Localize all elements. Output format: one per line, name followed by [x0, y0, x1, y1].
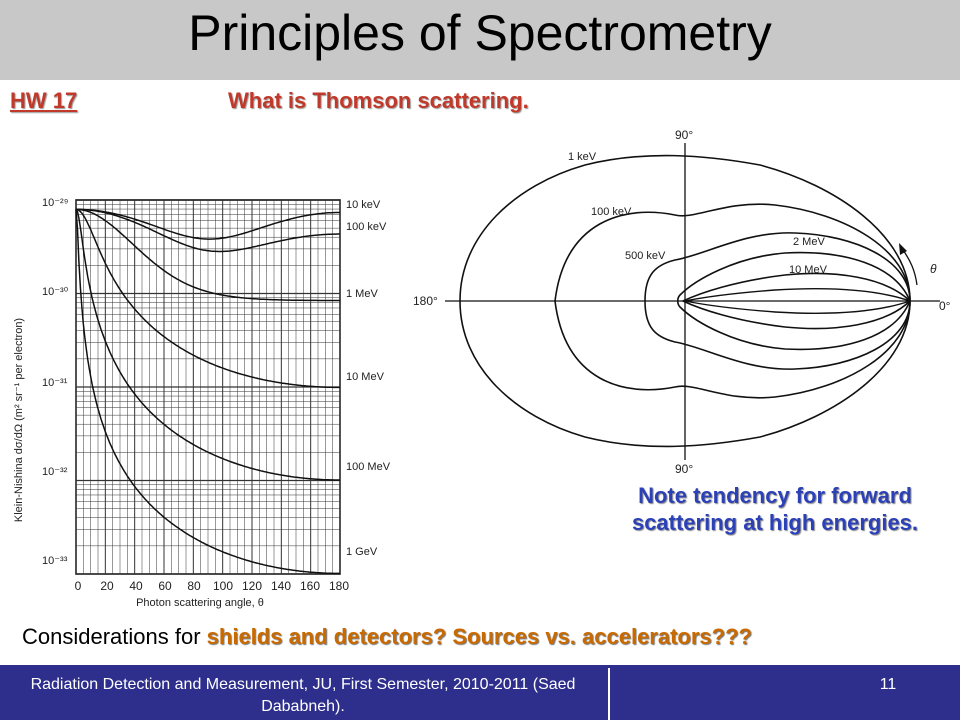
- polar-label-theta: θ: [930, 262, 937, 276]
- theta-arrow-head: [899, 243, 907, 255]
- kn-label-10kev: 10 keV: [346, 199, 381, 211]
- kn-xtick-40: 40: [129, 579, 143, 593]
- kn-grid: [75, 200, 341, 575]
- forward-scattering-note: Note tendency for forward scattering at …: [631, 483, 919, 535]
- kn-xtick-180: 180: [329, 579, 349, 593]
- polar-curve-500kev: [644, 232, 911, 370]
- title-bar: [0, 0, 960, 80]
- kn-label-1gev: 1 GeV: [346, 546, 378, 558]
- kn-label-100kev: 100 keV: [346, 221, 387, 233]
- considerations-highlight: shields and detectors? Sources vs. accel…: [206, 624, 752, 649]
- kn-curve-10mev: [75, 208, 340, 389]
- kn-ytick-4: 10⁻³²: [42, 466, 68, 478]
- kn-ytick-5: 10⁻³³: [42, 555, 68, 567]
- slide-title: Principles of Spectrometry: [188, 5, 772, 61]
- considerations-line: Considerations for shields and detectors…: [22, 624, 752, 650]
- kn-curve-100kev: [76, 208, 340, 253]
- polar-curve-2mev: [676, 251, 911, 351]
- kn-xlabel: Photon scattering angle, θ: [136, 597, 264, 609]
- kn-xtick-160: 160: [300, 579, 320, 593]
- polar-curve-100kev: [554, 203, 911, 399]
- kn-ytick-2: 10⁻³⁰: [42, 286, 69, 298]
- kn-label-10mev: 10 MeV: [346, 371, 385, 383]
- kn-curve-10kev: [76, 208, 340, 240]
- kn-ytick-3: 10⁻³¹: [42, 377, 68, 389]
- kn-ytick-1: 10⁻²⁹: [42, 197, 68, 209]
- polar-label-180: 180°: [413, 294, 438, 308]
- kn-xtick-80: 80: [187, 579, 201, 593]
- kn-xtick-0: 0: [75, 579, 82, 593]
- polar-label-90-bottom: 90°: [675, 462, 693, 476]
- kn-curve-1mev: [76, 208, 340, 302]
- polar-label-1kev: 1 keV: [568, 151, 597, 163]
- page-number: 11: [879, 676, 897, 693]
- kn-curve-100mev: [75, 208, 340, 481]
- polar-label-100kev: 100 keV: [591, 206, 632, 218]
- hw-question: What is Thomson scattering.: [228, 88, 529, 113]
- footer-divider: [608, 668, 610, 720]
- kn-curve-1gev: [75, 209, 340, 575]
- polar-label-90-top: 90°: [675, 128, 693, 142]
- hw-label: HW 17: [10, 88, 78, 113]
- kn-curves: [75, 208, 340, 575]
- footer-bar: [0, 665, 960, 720]
- polar-curve-inner: [684, 288, 913, 314]
- footer-text: Radiation Detection and Measurement, JU,…: [30, 676, 576, 715]
- kn-xtick-120: 120: [242, 579, 262, 593]
- theta-arrow: [902, 249, 918, 286]
- kn-xtick-140: 140: [271, 579, 291, 593]
- kn-xtick-100: 100: [213, 579, 233, 593]
- considerations-prefix: Considerations for: [22, 624, 207, 649]
- polar-label-0: 0°: [939, 299, 951, 313]
- polar-scattering-figure: 90° 180° 0° 90° θ 1 keV 100 keV 500 keV …: [413, 128, 951, 476]
- kn-xtick-60: 60: [158, 579, 172, 593]
- klein-nishina-figure: Klein-Nishina dσ/dΩ (m² sr⁻¹ per electro…: [13, 197, 391, 609]
- polar-curve-1kev: [459, 154, 911, 448]
- kn-xtick-20: 20: [100, 579, 114, 593]
- polar-label-10mev: 10 MeV: [789, 264, 828, 276]
- kn-label-1mev: 1 MeV: [346, 288, 378, 300]
- kn-ylabel: Klein-Nishina dσ/dΩ (m² sr⁻¹ per electro…: [13, 318, 25, 522]
- kn-label-100mev: 100 MeV: [346, 461, 391, 473]
- polar-curve-10mev: [681, 272, 912, 330]
- polar-label-500kev: 500 keV: [625, 250, 666, 262]
- polar-label-2mev: 2 MeV: [793, 236, 825, 248]
